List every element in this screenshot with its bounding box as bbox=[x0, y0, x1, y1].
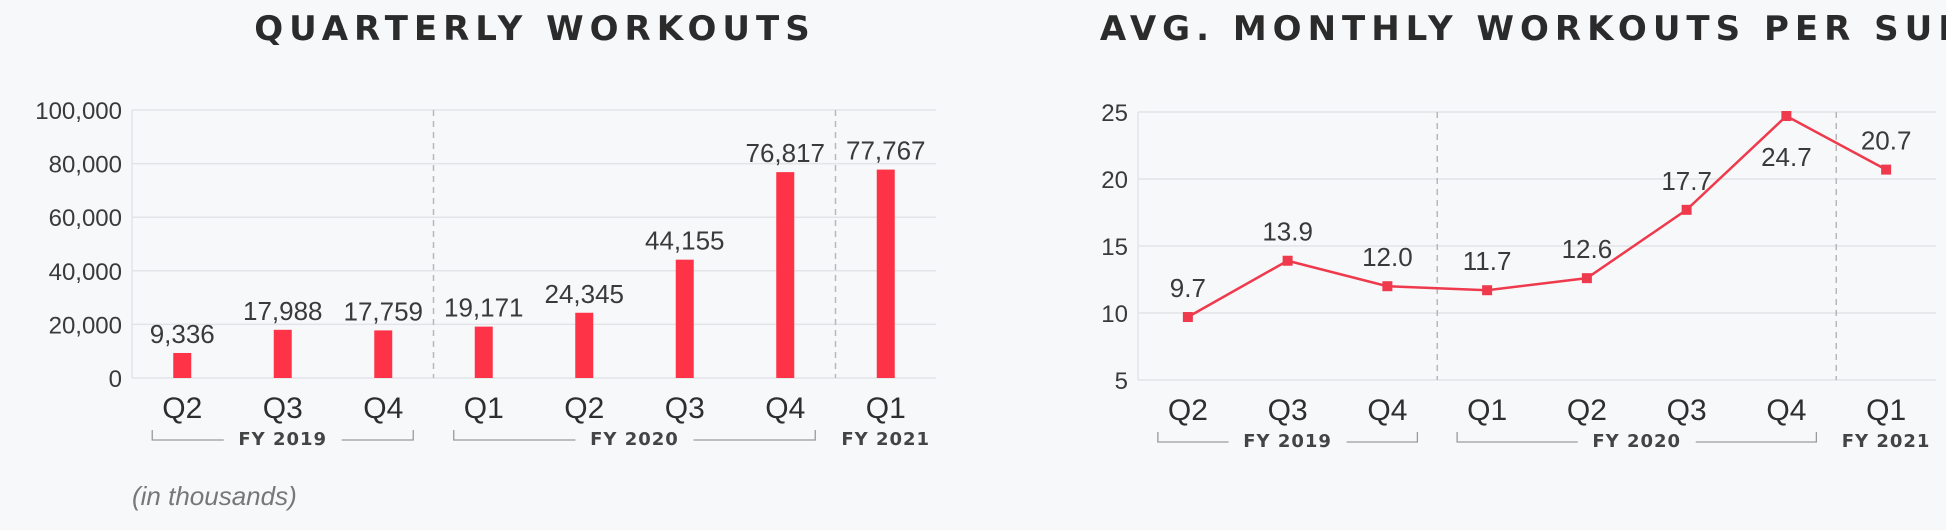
x-tick-label: Q4 bbox=[1367, 394, 1407, 427]
x-tick-label: Q2 bbox=[564, 392, 604, 425]
y-tick-label: 5 bbox=[1115, 368, 1128, 395]
fiscal-year-label: FY 2019 bbox=[1243, 431, 1332, 452]
point-data-label: 11.7 bbox=[1463, 246, 1512, 276]
point-data-label: 24.7 bbox=[1761, 142, 1812, 172]
x-tick-label: Q1 bbox=[1467, 394, 1507, 427]
bar bbox=[374, 330, 393, 378]
fiscal-year-bracket bbox=[151, 430, 224, 441]
fiscal-year-bracket bbox=[693, 430, 816, 441]
x-tick-label: Q3 bbox=[665, 392, 705, 425]
x-tick-label: Q2 bbox=[162, 392, 202, 425]
fiscal-year-label: FY 2020 bbox=[1592, 431, 1681, 452]
bar-data-label: 76,817 bbox=[745, 138, 825, 168]
line-chart-title: AVG. MONTHLY WORKOUTS PER SUB bbox=[1100, 9, 1946, 49]
bar bbox=[173, 352, 192, 378]
y-tick-label: 10 bbox=[1101, 301, 1128, 328]
y-tick-label: 20,000 bbox=[49, 312, 122, 339]
bar-data-label: 17,759 bbox=[343, 296, 423, 326]
x-tick-label: Q1 bbox=[866, 392, 906, 425]
point-marker bbox=[1681, 204, 1692, 215]
point-marker bbox=[1382, 281, 1393, 292]
bar-data-label: 24,345 bbox=[544, 279, 624, 309]
avg-monthly-workouts-chart: 5 10 15 20 25 9.7 13.9 12.0 11.7 12.6 17.7 24.7 20.7… bbox=[1101, 100, 1936, 452]
bar bbox=[575, 312, 594, 378]
x-tick-label: Q1 bbox=[1866, 394, 1906, 427]
bar-data-label: 17,988 bbox=[243, 296, 323, 326]
bar-data-label: 19,171 bbox=[444, 293, 524, 323]
y-tick-label: 40,000 bbox=[49, 259, 122, 286]
x-tick-label: Q3 bbox=[1667, 394, 1707, 427]
x-tick-label: Q3 bbox=[263, 392, 303, 425]
bar-data-label: 9,336 bbox=[150, 319, 215, 349]
x-tick-label: Q4 bbox=[765, 392, 805, 425]
y-tick-label: 20 bbox=[1101, 167, 1128, 194]
bar-data-label: 44,155 bbox=[645, 226, 725, 256]
bar bbox=[876, 169, 895, 378]
fiscal-year-bracket bbox=[1157, 432, 1229, 443]
fiscal-year-label: FY 2021 bbox=[841, 429, 930, 450]
fiscal-year-bracket bbox=[453, 430, 576, 441]
y-tick-label: 25 bbox=[1101, 100, 1128, 127]
units-note: (in thousands) bbox=[132, 481, 297, 511]
point-marker bbox=[1581, 273, 1592, 284]
bar-chart-title: QUARTERLY WORKOUTS bbox=[254, 9, 815, 49]
y-tick-label: 60,000 bbox=[49, 205, 122, 232]
fiscal-year-label: FY 2019 bbox=[238, 429, 327, 450]
bar-data-label: 77,767 bbox=[846, 136, 926, 166]
fiscal-year-bracket bbox=[1346, 432, 1419, 443]
fiscal-year-bracket bbox=[1695, 432, 1818, 443]
point-marker bbox=[1282, 255, 1293, 266]
x-tick-label: Q3 bbox=[1268, 394, 1308, 427]
x-tick-label: Q2 bbox=[1567, 394, 1607, 427]
point-data-label: 9.7 bbox=[1170, 273, 1206, 303]
fiscal-year-bracket bbox=[341, 430, 414, 441]
point-marker bbox=[1482, 285, 1493, 296]
y-tick-label: 15 bbox=[1101, 234, 1128, 261]
point-marker bbox=[1881, 164, 1892, 175]
bar bbox=[776, 172, 795, 378]
x-tick-label: Q4 bbox=[1766, 394, 1806, 427]
bar bbox=[474, 326, 493, 378]
point-data-label: 12.0 bbox=[1362, 242, 1413, 272]
bar bbox=[675, 259, 694, 378]
point-data-label: 12.6 bbox=[1562, 234, 1613, 264]
y-tick-label: 0 bbox=[109, 366, 122, 393]
quarterly-workouts-chart: 0 20,000 40,000 60,000 80,000 100,000 9,336 17,… bbox=[35, 98, 936, 450]
x-tick-label: Q2 bbox=[1168, 394, 1208, 427]
point-data-label: 17.7 bbox=[1661, 166, 1712, 196]
point-data-label: 20.7 bbox=[1861, 126, 1912, 156]
x-tick-label: Q4 bbox=[363, 392, 403, 425]
point-marker bbox=[1182, 312, 1193, 323]
series-line bbox=[1187, 114, 1887, 319]
x-tick-label: Q1 bbox=[464, 392, 504, 425]
bar bbox=[273, 329, 292, 378]
point-marker bbox=[1781, 111, 1792, 122]
point-data-label: 13.9 bbox=[1262, 217, 1313, 247]
y-tick-label: 80,000 bbox=[49, 152, 122, 179]
fiscal-year-bracket bbox=[1456, 432, 1578, 443]
fiscal-year-label: FY 2021 bbox=[1842, 431, 1931, 452]
y-tick-label: 100,000 bbox=[35, 98, 122, 125]
fiscal-year-label: FY 2020 bbox=[590, 429, 679, 450]
